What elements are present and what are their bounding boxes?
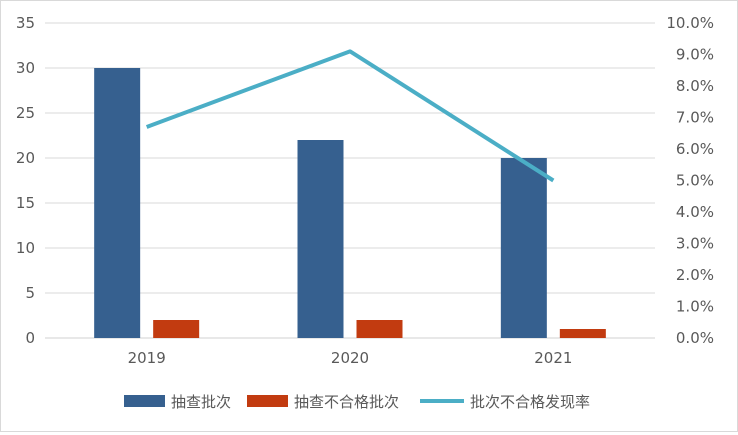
x-tick-label: 2021 <box>534 349 572 367</box>
legend-swatch <box>247 395 288 407</box>
x-axis: 2019 2020 2021 <box>128 349 573 367</box>
left-tick-label: 25 <box>16 104 35 122</box>
right-tick-label: 7.0% <box>676 109 714 127</box>
bar-sampled-2021 <box>500 158 547 338</box>
right-tick-label: 9.0% <box>676 46 714 64</box>
legend-label: 批次不合格发现率 <box>470 393 590 411</box>
legend-item: 批次不合格发现率 <box>420 393 590 411</box>
left-tick-label: 0 <box>25 329 35 347</box>
legend-item: 抽查不合格批次 <box>247 393 399 411</box>
right-tick-label: 0.0% <box>676 329 714 347</box>
left-tick-label: 20 <box>16 149 35 167</box>
gridlines <box>45 22 655 339</box>
left-tick-label: 30 <box>16 59 35 77</box>
bars <box>94 68 606 338</box>
right-axis: 0.0% 1.0% 2.0% 3.0% 4.0% 5.0% 6.0% 7.0% 8.0% 9.0%… <box>666 14 714 347</box>
left-tick-label: 5 <box>25 284 35 302</box>
right-tick-label: 4.0% <box>676 203 714 221</box>
legend-item: 抽查批次 <box>124 393 231 411</box>
x-tick-label: 2020 <box>331 349 369 367</box>
bar-sampled-2019 <box>94 68 141 338</box>
legend-label: 抽查批次 <box>171 393 231 411</box>
bar-failed-2019 <box>153 320 200 338</box>
rate-line <box>145 49 555 183</box>
bar-failed-2020 <box>356 320 403 338</box>
legend-swatch <box>124 395 165 407</box>
right-tick-label: 6.0% <box>676 140 714 158</box>
legend: 抽查批次 抽查不合格批次 批次不合格发现率 <box>124 393 590 411</box>
left-axis: 0 5 10 15 20 25 30 35 <box>16 14 35 347</box>
legend-label: 抽查不合格批次 <box>294 393 399 411</box>
left-tick-label: 10 <box>16 239 35 257</box>
left-tick-label: 15 <box>16 194 35 212</box>
bar-failed-2021 <box>559 329 606 338</box>
bar-sampled-2020 <box>297 140 344 338</box>
x-tick-label: 2019 <box>128 349 166 367</box>
left-tick-label: 35 <box>16 14 35 32</box>
rate-line-group <box>145 49 555 183</box>
right-tick-label: 10.0% <box>666 14 714 32</box>
right-tick-label: 5.0% <box>676 172 714 190</box>
right-tick-label: 2.0% <box>676 266 714 284</box>
right-tick-label: 3.0% <box>676 235 714 253</box>
right-tick-label: 1.0% <box>676 298 714 316</box>
right-tick-label: 8.0% <box>676 77 714 95</box>
